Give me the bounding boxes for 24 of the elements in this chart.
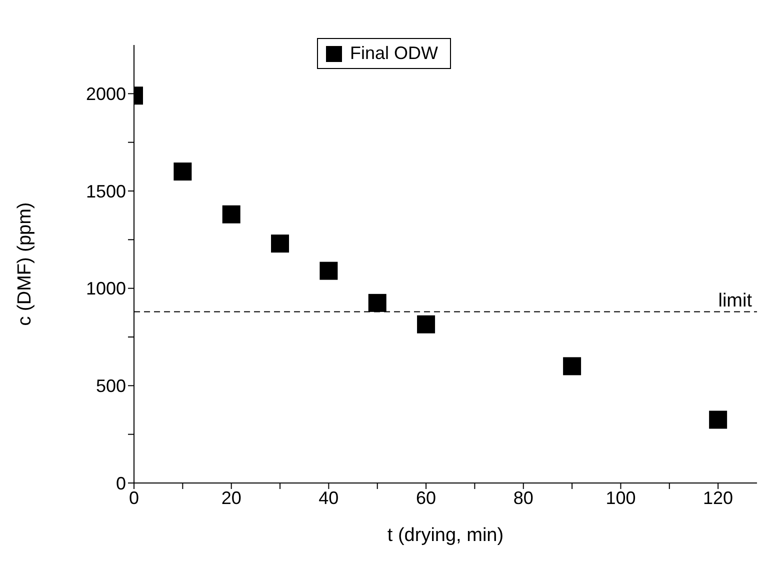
y-axis-title: c (DMF) (ppm) xyxy=(14,202,36,326)
y-tick-label: 500 xyxy=(96,376,126,396)
x-tick-label: 0 xyxy=(128,488,140,508)
x-tick-label: 100 xyxy=(606,488,636,508)
y-tick-label: 2000 xyxy=(86,84,126,104)
x-tick-label: 60 xyxy=(416,488,436,508)
point xyxy=(368,294,386,312)
x-tick-label: 80 xyxy=(513,488,534,508)
ref-line-label: limit xyxy=(718,290,753,312)
point xyxy=(174,162,192,181)
point xyxy=(563,357,582,376)
point xyxy=(222,205,240,224)
x-tick-label: 20 xyxy=(221,488,242,508)
y-tick-label: 0 xyxy=(116,473,126,494)
point xyxy=(417,315,436,334)
point xyxy=(271,234,290,253)
point xyxy=(709,410,728,429)
y-tick-label: 1500 xyxy=(86,181,126,202)
x-tick-label: 120 xyxy=(703,488,734,508)
x-axis-title: t (drying, min) xyxy=(387,525,504,546)
y-tick-label: 1000 xyxy=(86,278,126,299)
point xyxy=(320,262,338,280)
x-tick-label: 40 xyxy=(318,488,339,508)
legend-label: Final ODW xyxy=(348,43,438,64)
